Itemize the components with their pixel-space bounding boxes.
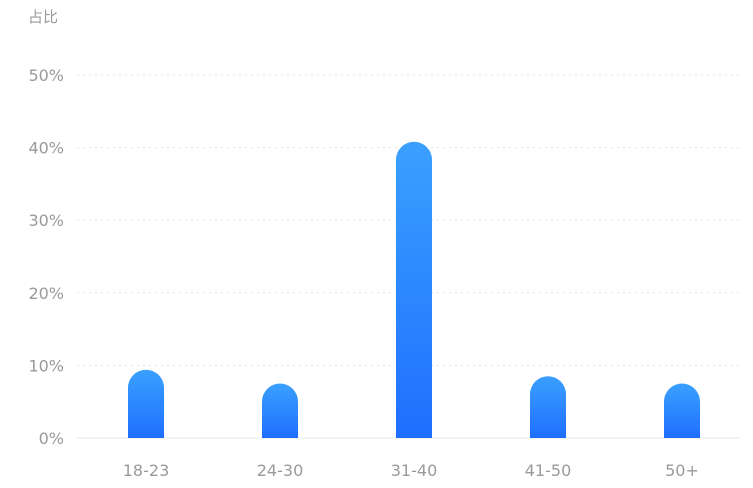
y-tick-label: 10% [28,356,64,375]
x-tick-labels: 18-23 24-30 31-40 41-50 50+ [123,461,699,480]
y-tick-labels: 0% 10% 20% 30% 40% 50% [28,66,64,448]
y-tick-label: 30% [28,211,64,230]
y-tick-label: 0% [39,429,64,448]
y-tick-label: 50% [28,66,64,85]
x-tick-label: 50+ [665,461,699,480]
y-tick-label: 20% [28,284,64,303]
y-tick-label: 40% [28,139,64,158]
bar-24-30 [262,383,298,438]
bar-18-23 [128,369,164,438]
x-tick-label: 24-30 [257,461,304,480]
x-tick-label: 31-40 [391,461,438,480]
bar-50+ [664,383,700,438]
bar-41-50 [530,376,566,438]
y-axis-title: 占比 [28,8,58,26]
bar-31-40 [396,141,432,439]
x-tick-label: 41-50 [525,461,572,480]
bars [128,141,700,439]
x-tick-label: 18-23 [123,461,170,480]
